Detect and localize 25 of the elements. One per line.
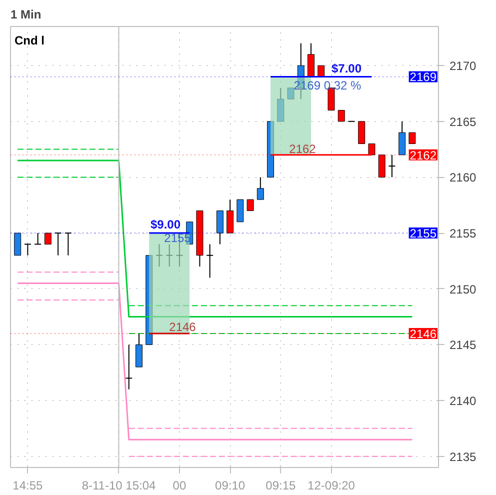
x-tick-label: 00	[172, 478, 186, 492]
chart-title: 1 Min	[10, 8, 42, 22]
y-tick-label: 2170	[450, 59, 477, 74]
annotation: 2162	[289, 142, 316, 156]
annotation: 2146	[410, 327, 437, 342]
y-tick-label: 2155	[450, 226, 477, 241]
x-tick-label: 09:10	[215, 478, 246, 492]
ref-line-label: 2162	[410, 148, 437, 162]
ref-line-label: 2146	[169, 320, 196, 334]
y-tick-label: 2145	[450, 338, 477, 352]
x-tick-label: 12-09:20	[308, 478, 356, 492]
x-tick-label: 14:55	[12, 478, 44, 492]
y-tick-label: 2140	[450, 394, 477, 408]
ref-line-label: 2169	[410, 70, 437, 84]
x-tick-label: 8-11-10 15:04	[82, 478, 156, 492]
y-tick-label: 2160	[450, 170, 477, 185]
annotation: $7.00	[331, 62, 362, 76]
annotation: Cnd l	[14, 34, 44, 48]
y-tick-label: 2165	[450, 114, 477, 129]
annotation: $9.00	[150, 218, 181, 232]
ref-line-label: 2155	[410, 226, 437, 241]
y-tick-label: 2150	[450, 282, 477, 296]
x-tick-label: 09:15	[266, 478, 296, 492]
y-tick-label: 2135	[450, 450, 477, 464]
annotation: 2169 0.32 %	[294, 78, 362, 92]
